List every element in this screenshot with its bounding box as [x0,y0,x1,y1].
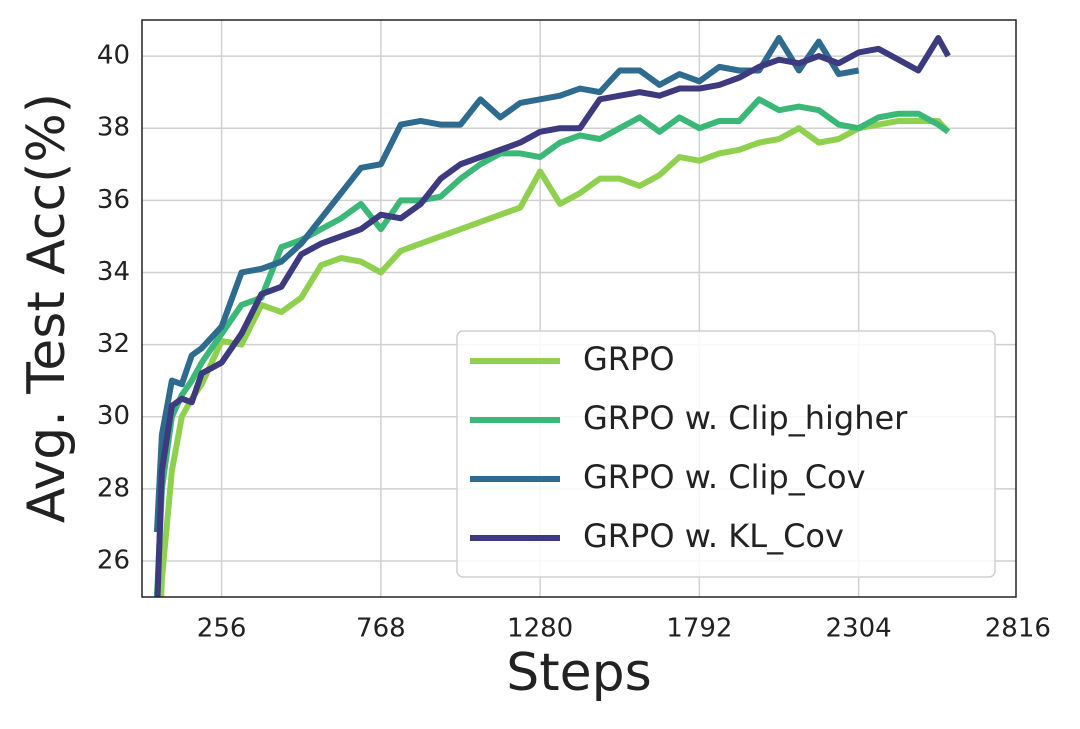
y-tick-label: 32 [97,329,130,359]
x-tick-label: 2816 [985,614,1051,644]
legend-label: GRPO w. KL_Cov [583,517,844,555]
x-tick-label: 1792 [666,614,732,644]
y-tick-label: 36 [97,185,130,215]
y-axis-label: Avg. Test Acc(%) [17,93,77,523]
series-line [154,35,951,597]
x-tick-label: 768 [356,614,406,644]
y-tick-label: 30 [97,401,130,431]
x-tick-label: 1280 [507,614,573,644]
series-line [153,96,950,597]
y-tick-label: 34 [97,257,130,287]
y-tick-label: 38 [97,113,130,143]
y-tick-label: 28 [97,473,130,503]
series-line [153,35,860,533]
legend-box [456,330,996,578]
plot-frame [141,19,1017,598]
y-tick-label: 40 [97,41,130,71]
x-tick-label: 256 [197,614,247,644]
x-axis-label: Steps [506,643,652,703]
y-tick-label: 26 [97,545,130,575]
legend-label: GRPO w. Clip_Cov [583,458,866,496]
series-line [158,117,951,597]
legend-label: GRPO w. Clip_higher [583,399,908,437]
x-tick-label: 2304 [826,614,892,644]
legend-label: GRPO [583,340,675,378]
